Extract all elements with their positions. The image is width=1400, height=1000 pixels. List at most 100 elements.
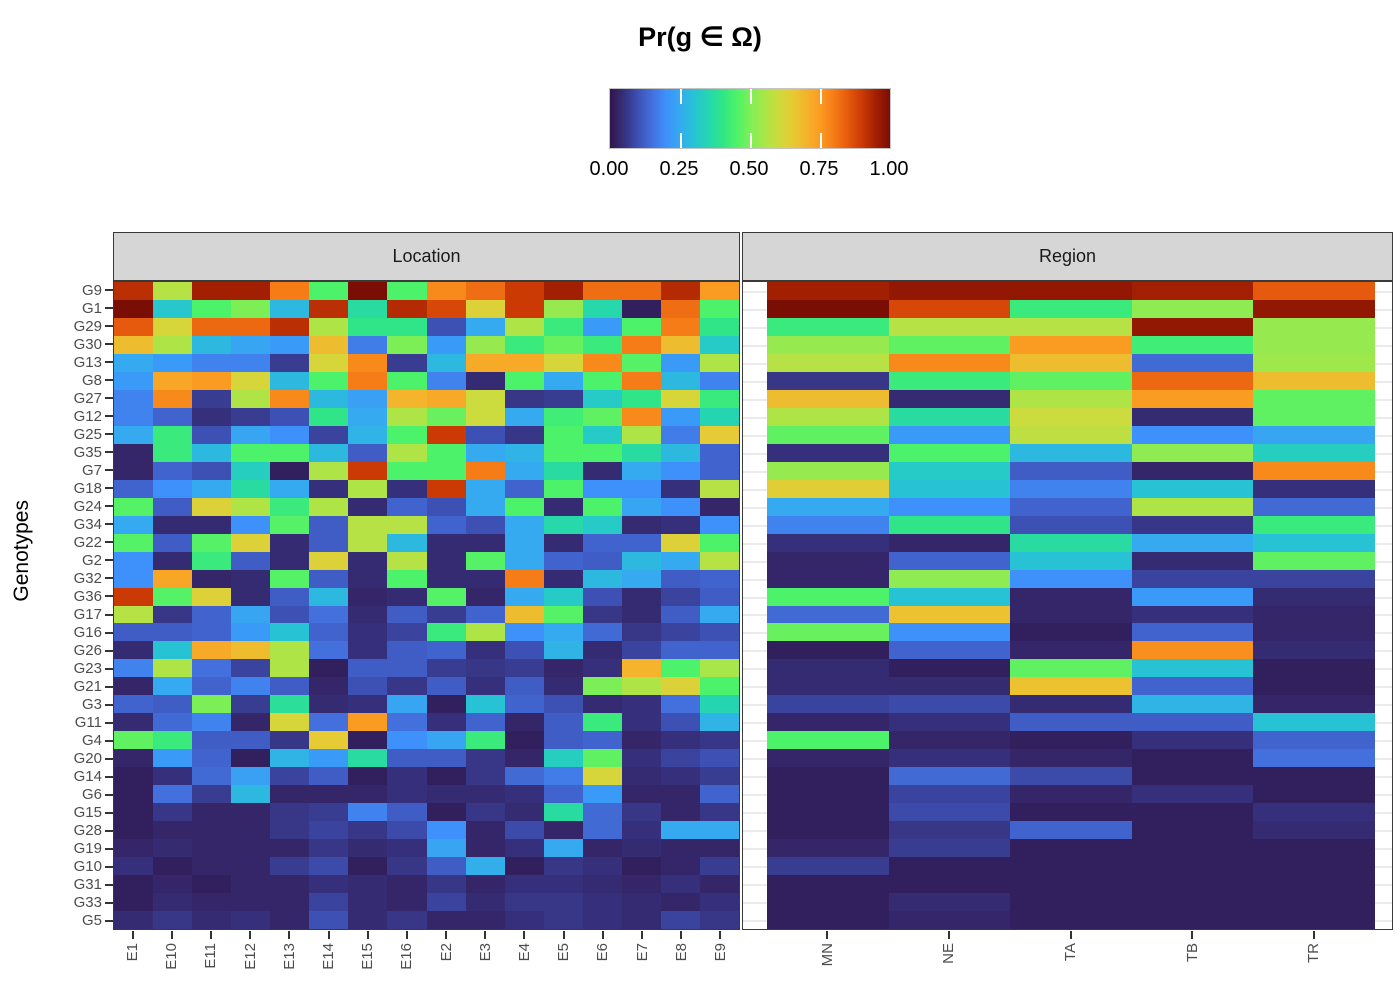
x-axis-label: E1 xyxy=(124,943,142,962)
y-axis-tick xyxy=(105,829,113,832)
x-axis-tick xyxy=(719,931,722,939)
heatmap-cell xyxy=(426,875,467,894)
heatmap-cell xyxy=(270,407,311,427)
heatmap-cell xyxy=(543,785,584,804)
heatmap-cell xyxy=(465,641,506,661)
y-axis-label: G30 xyxy=(73,335,102,353)
heatmap-cell xyxy=(888,425,1012,445)
heatmap-cell xyxy=(270,695,311,715)
heatmap-cell xyxy=(387,569,428,589)
heatmap-cell xyxy=(348,461,389,481)
heatmap-cell xyxy=(426,857,467,876)
heatmap-cell xyxy=(699,317,739,337)
heatmap-cell xyxy=(1253,659,1375,679)
x-axis-label: E12 xyxy=(241,943,259,970)
heatmap-cell xyxy=(426,623,467,643)
heatmap-cell xyxy=(270,893,311,912)
heatmap-cell xyxy=(660,497,701,517)
heatmap-cell xyxy=(309,623,350,643)
heatmap-cell xyxy=(504,371,545,391)
heatmap-cell xyxy=(621,767,662,786)
heatmap-cell xyxy=(309,282,350,301)
x-axis-tick xyxy=(1191,931,1194,939)
heatmap-cell xyxy=(153,299,194,319)
heatmap-cell xyxy=(699,515,739,535)
x-axis-tick xyxy=(209,931,212,939)
y-axis-label: G19 xyxy=(73,840,102,858)
heatmap-cell xyxy=(621,731,662,751)
heatmap-cell xyxy=(767,587,890,607)
heatmap-cell xyxy=(543,713,584,733)
y-axis-tick xyxy=(105,703,113,706)
heatmap-cell xyxy=(1131,515,1255,535)
heatmap-cell xyxy=(387,425,428,445)
y-axis-tick xyxy=(105,901,113,904)
heatmap-cell xyxy=(348,282,389,301)
heatmap-cell xyxy=(888,731,1012,751)
heatmap-cell xyxy=(426,335,467,355)
heatmap-cell xyxy=(153,749,194,768)
heatmap-cell xyxy=(270,659,311,679)
heatmap-cell xyxy=(192,893,233,912)
heatmap-cell xyxy=(192,623,233,643)
heatmap-cell xyxy=(699,353,739,373)
heatmap-cell xyxy=(309,515,350,535)
x-axis-tick xyxy=(170,931,173,939)
heatmap-cell xyxy=(309,911,350,929)
x-axis-label: NE xyxy=(940,943,958,964)
heatmap-cell xyxy=(309,551,350,571)
heatmap-cell xyxy=(1131,389,1255,409)
heatmap-cell xyxy=(270,569,311,589)
heatmap-cell xyxy=(767,389,890,409)
heatmap-cell xyxy=(192,551,233,571)
heatmap-cell xyxy=(426,569,467,589)
heatmap-cell xyxy=(153,479,194,499)
heatmap-cell xyxy=(114,821,154,840)
heatmap-cell xyxy=(348,803,389,822)
heatmap-cell xyxy=(192,335,233,355)
heatmap-cell xyxy=(1010,443,1133,463)
heatmap-cell xyxy=(660,299,701,319)
heatmap-cell xyxy=(387,317,428,337)
heatmap-cell xyxy=(231,731,272,751)
heatmap-cell xyxy=(387,282,428,301)
heatmap-cell xyxy=(1131,695,1255,715)
heatmap-cell xyxy=(192,569,233,589)
heatmap-cell xyxy=(231,497,272,517)
heatmap-cell xyxy=(582,641,623,661)
heatmap-cell xyxy=(582,677,623,697)
heatmap-cell xyxy=(1131,282,1255,301)
heatmap-cell xyxy=(114,551,154,571)
heatmap-cell xyxy=(192,641,233,661)
heatmap-cell xyxy=(1010,569,1133,589)
heatmap-cell xyxy=(582,767,623,786)
heatmap-cell xyxy=(767,677,890,697)
location-heatmap-panel xyxy=(113,281,740,930)
y-axis-label: G5 xyxy=(81,912,102,930)
colorbar-tick xyxy=(820,133,822,148)
heatmap-cell xyxy=(348,659,389,679)
heatmap-cell xyxy=(660,641,701,661)
heatmap-cell xyxy=(231,605,272,625)
heatmap-cell xyxy=(767,767,890,786)
heatmap-cell xyxy=(426,479,467,499)
heatmap-cell xyxy=(348,335,389,355)
heatmap-cell xyxy=(504,551,545,571)
heatmap-cell xyxy=(153,497,194,517)
heatmap-cell xyxy=(543,659,584,679)
heatmap-cell xyxy=(348,857,389,876)
heatmap-cell xyxy=(1131,461,1255,481)
y-axis-tick xyxy=(105,883,113,886)
heatmap-cell xyxy=(1010,461,1133,481)
heatmap-cell xyxy=(426,299,467,319)
heatmap-cell xyxy=(153,569,194,589)
y-axis-label: G24 xyxy=(73,497,102,515)
heatmap-cell xyxy=(426,317,467,337)
heatmap-cell xyxy=(192,299,233,319)
heatmap-cell xyxy=(270,767,311,786)
y-axis-label: G3 xyxy=(81,696,102,714)
heatmap-cell xyxy=(1253,821,1375,840)
heatmap-cell xyxy=(348,767,389,786)
heatmap-cell xyxy=(309,785,350,804)
x-axis-tick xyxy=(131,931,134,939)
